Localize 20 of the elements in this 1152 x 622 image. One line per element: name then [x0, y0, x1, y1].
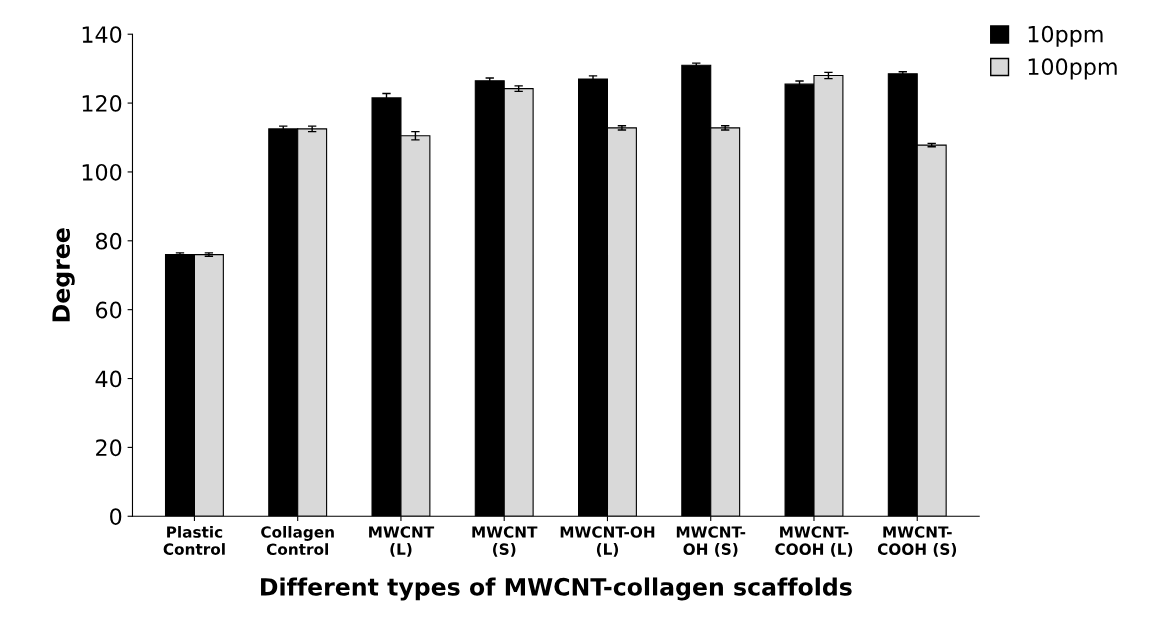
x-tick-label: MWCNT (S)	[472, 526, 538, 557]
x-tick-label: MWCNT-OH (L)	[560, 526, 655, 557]
y-tick-label: 0	[110, 508, 122, 526]
x-axis-title: Different types of MWCNT-collagen scaffolds	[261, 577, 852, 601]
x-tick-label: MWCNT- COOH (L)	[775, 526, 853, 557]
y-tick-label: 40	[95, 370, 122, 388]
x-tick-label: MWCNT- OH (S)	[676, 526, 746, 557]
y-tick-label: 60	[96, 301, 122, 319]
legend-label: 10ppm	[1028, 25, 1103, 47]
x-tick-label: MWCNT- COOH (S)	[877, 526, 957, 557]
y-tick-label: 80	[95, 232, 122, 250]
y-tick-label: 100	[82, 163, 122, 181]
x-tick-label: MWCNT (L)	[369, 526, 435, 557]
y-axis-title: Degree	[52, 228, 75, 322]
y-tick-label: 120	[82, 95, 122, 112]
y-tick-label: 20	[96, 439, 122, 457]
x-tick-label: Collagen Control	[261, 525, 334, 556]
x-tick-label: Plastic Control	[163, 525, 225, 555]
legend-label: 100ppm	[1028, 58, 1117, 80]
y-tick-label: 140	[82, 26, 122, 43]
